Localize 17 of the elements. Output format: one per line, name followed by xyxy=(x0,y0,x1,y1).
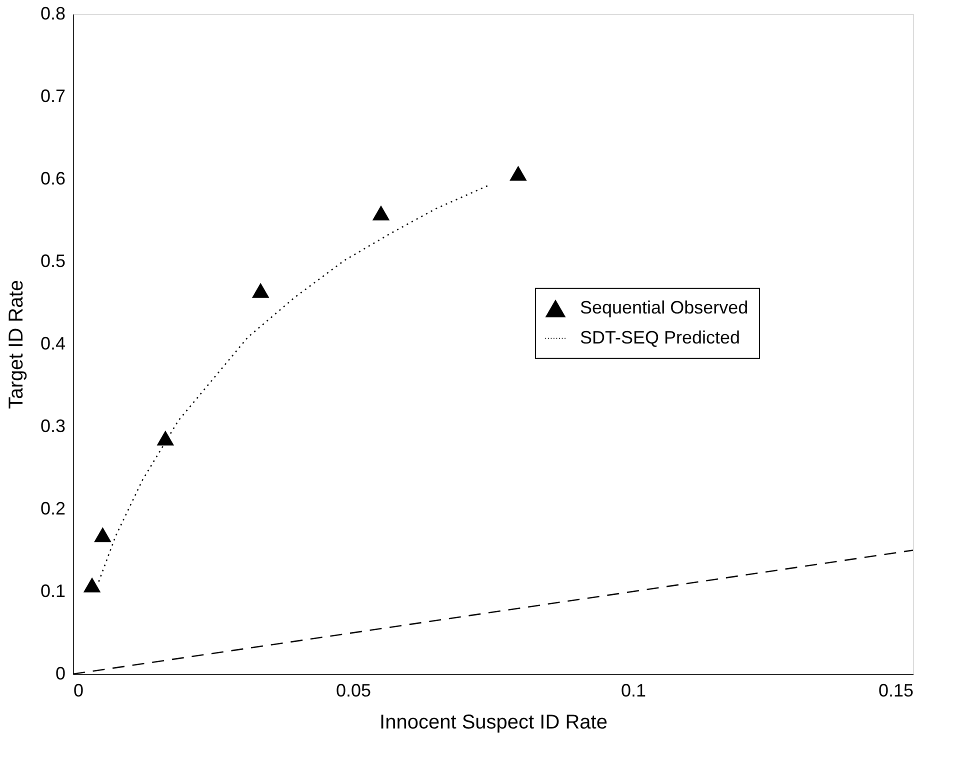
y-tick-label: 0.7 xyxy=(40,86,66,106)
x-tick-label: 0 xyxy=(74,680,84,700)
legend-label: SDT-SEQ Predicted xyxy=(580,327,740,348)
y-tick-label: 0.4 xyxy=(40,334,66,354)
x-tick-label: 0.1 xyxy=(620,680,646,700)
y-tick-label: 0.5 xyxy=(40,251,66,271)
y-axis-title: Target ID Rate xyxy=(5,280,28,409)
x-tick-label: 0.15 xyxy=(878,680,914,700)
y-tick-label: 0.2 xyxy=(40,498,66,518)
x-axis-title: Innocent Suspect ID Rate xyxy=(380,712,608,734)
y-tick-label: 0.6 xyxy=(40,168,66,188)
y-tick-label: 0.3 xyxy=(40,416,66,436)
legend-label: Sequential Observed xyxy=(580,297,748,318)
x-tick-label: 0.05 xyxy=(336,680,372,700)
y-tick-label: 0 xyxy=(55,664,66,684)
y-tick-label: 0.8 xyxy=(40,4,66,24)
y-tick-label: 0.1 xyxy=(40,581,66,601)
